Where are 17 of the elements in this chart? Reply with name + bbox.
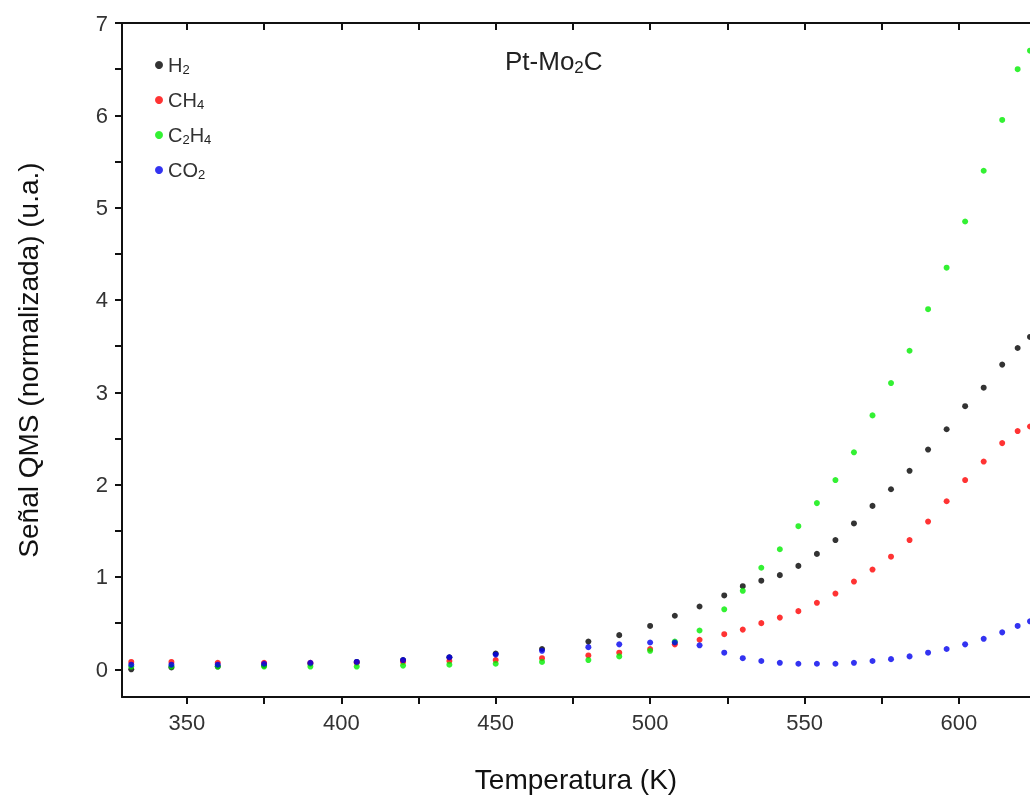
x-tick-label: 400 <box>322 709 360 735</box>
y-tick-label: 2 <box>95 472 108 498</box>
y-axis-title: Señal QMS (normalizada) (u.a.) <box>12 162 44 558</box>
x-tick-label: 550 <box>786 709 823 735</box>
y-tick-label: 0 <box>95 656 108 682</box>
y-tick-label: 7 <box>95 10 108 36</box>
x-tick-label: 500 <box>631 709 669 735</box>
y-tick-label: 3 <box>95 379 108 405</box>
x-tick-label: 450 <box>477 709 515 735</box>
x-tick-label: 600 <box>940 709 978 735</box>
y-tick-label: 6 <box>95 102 108 128</box>
y-tick-label: 4 <box>95 287 108 313</box>
x-axis-title: Temperatura (K) <box>474 763 678 795</box>
text: Pt-Mo2C <box>505 46 603 77</box>
x-tick-label: 350 <box>168 709 206 735</box>
y-tick-label: 1 <box>95 564 108 590</box>
y-tick-label: 5 <box>95 195 108 221</box>
